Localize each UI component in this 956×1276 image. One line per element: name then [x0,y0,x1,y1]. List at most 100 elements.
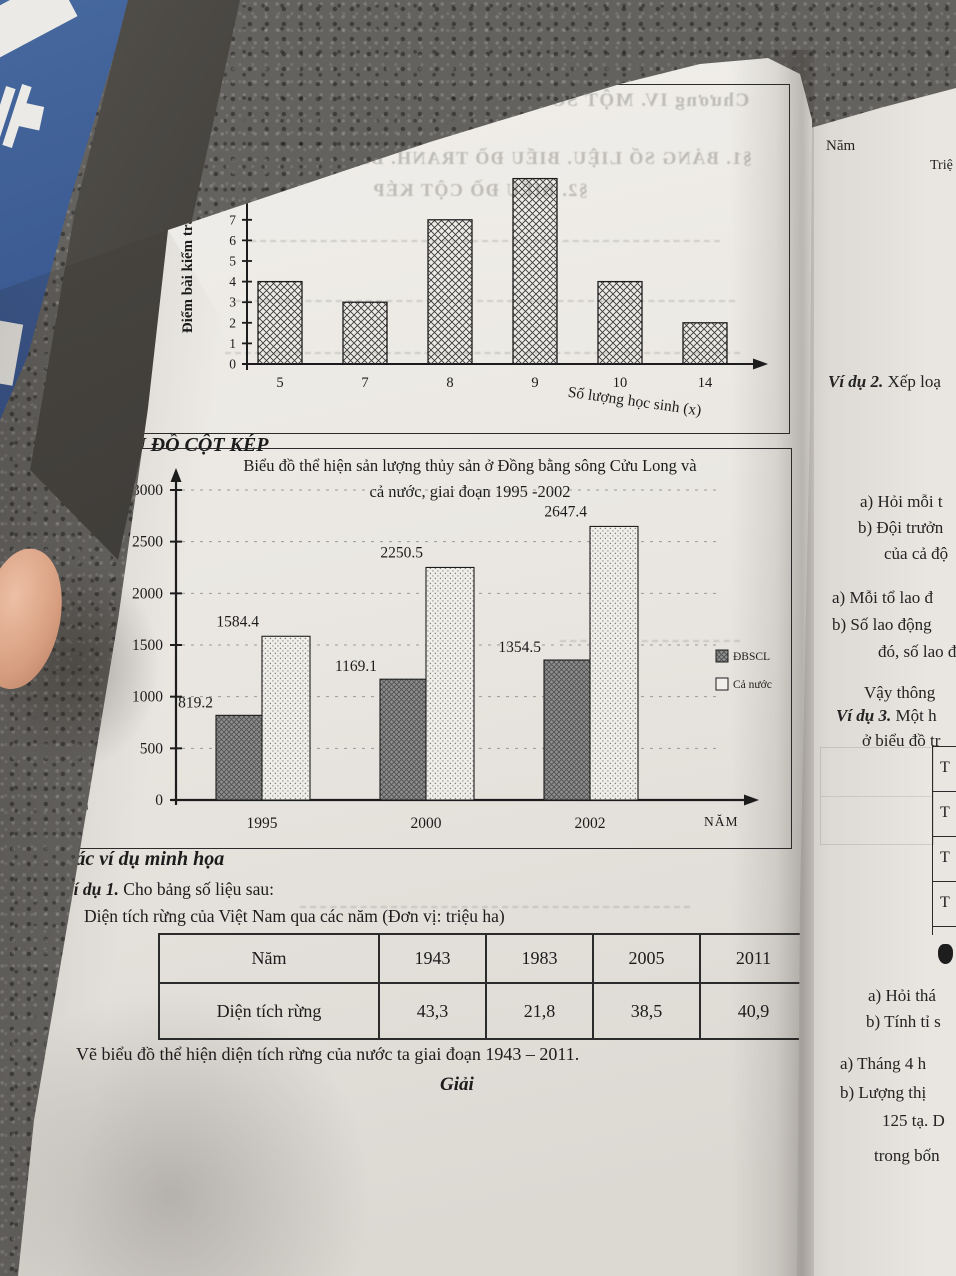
bar-canuoc [261,635,311,801]
example1-label: Ví dụ 1. [62,879,119,899]
ghost-line [560,640,740,642]
legend-swatch-dbscl [715,649,729,663]
chart-text: 3 [229,295,236,310]
chart-text: 2000 [411,815,442,832]
right-page-fragment: ở biểu đồ tr [862,731,941,750]
chart-text: Số lượng học sinh (x) [567,384,703,420]
right-page-fragment: b) Tính tỉ s [866,1012,941,1031]
bar [342,301,388,365]
chart-text: 2500 [132,534,163,551]
forest-area-table: Năm 1943 1983 2005 2011 Diện tích rừng 4… [158,933,808,1040]
chart-text: 10 [613,375,628,391]
header-cell: 1983 [485,933,594,984]
chart2-title-line2: cả nước, giai đoạn 1995 -2002 [369,482,571,501]
cover-design-stripe [0,0,78,59]
solution-label: Giải [440,1074,474,1095]
mini-table-row: T [933,747,956,792]
chart-text: 1169.1 [335,658,377,675]
exercise-text: Vẽ biểu đồ thể hiện diện tích rừng của n… [76,1044,580,1064]
chart1-title: Điểm kiểm tra Toán lớp 6B [341,88,539,107]
chart-text: 7 [361,375,368,391]
chart-text: ĐBSCL [733,651,770,663]
chart-text: 6 [229,233,236,248]
right-page-fragment: a) Hỏi thá [868,986,936,1005]
bar-dbscl [215,714,263,801]
chart-text: 819.2 [178,694,213,711]
right-page-fragment: Triệ [930,158,953,173]
chart-text: 8 [446,375,453,391]
value-cell: 21,8 [485,982,594,1040]
clipped-glyph [938,944,953,964]
ghost-line [250,240,720,242]
chart-text: 2002 [575,815,606,832]
bar [257,280,303,365]
value-cell: 40,9 [699,982,808,1040]
chart-text: 1584.4 [216,613,259,630]
y-axis-arrow [170,468,182,482]
bar-dbscl [379,678,427,801]
right-page-fragment: a) Mỗi tổ lao đ [832,588,934,607]
chart-text: 14 [698,375,713,391]
right-page-fragment: Ví dụ 3. Một h [836,706,937,725]
chart-text: 500 [140,740,164,757]
ghost-line [225,352,740,354]
chart-text: NĂM [704,814,739,829]
cover-design-wedge [0,320,24,386]
chart-text: 1995 [247,815,278,832]
value-cell: 43,3 [378,982,487,1040]
header-cell: 1943 [378,933,487,984]
y-axis-arrow [241,121,253,136]
bar [597,280,643,365]
chart-text: 2647.4 [544,503,587,520]
right-page-fragment: b) Lượng thị [840,1083,927,1102]
chart-text: 1000 [132,689,163,706]
chart-text: Cả nước [733,679,772,691]
chart-text: 10 [223,151,237,166]
bar [427,219,473,365]
chart-text: 2250.5 [380,544,423,561]
right-page-fragment: Vậy thông [864,683,936,702]
x-axis-arrow [753,358,768,370]
chart-text: 2000 [132,585,163,602]
chart-text: 5 [229,254,236,269]
right-page-fragment: trong bốn [874,1146,940,1165]
row-label-cell: Diện tích rừng [158,982,380,1040]
right-page-fragment: b) Đội trưởn [858,518,944,537]
chart-text: 0 [155,792,163,809]
example1-line: Ví dụ 1. Cho bảng số liệu sau: [62,879,274,900]
header-cell: Năm [158,933,380,984]
right-page-fragment: của cả độ [884,544,949,563]
chart-text: 2 [229,315,236,330]
chart2-title-line1: Biểu đồ thể hiện sản lượng thủy sản ở Đồ… [243,456,697,475]
bar [682,322,728,365]
chart-text: 9 [229,171,236,186]
right-page-fragment: b) Số lao động [832,615,932,634]
right-page-fragment: 125 tạ. D [882,1111,945,1130]
fisheries-grouped-bar-chart: 0 500 1000 1500 2000 2500 3000 819.2 1584.4 1995 1… [76,468,772,832]
examples-heading: Các ví dụ minh họa [62,848,225,870]
right-page-fragment: a) Tháng 4 h [840,1054,927,1073]
table-caption: Diện tích rừng của Việt Nam qua các năm … [84,906,505,926]
legend-swatch-canuoc [715,677,729,691]
chart-text: 1 [229,336,236,351]
chart-text: 9 [531,375,538,391]
example1-text: Cho bảng số liệu sau: [118,879,274,899]
right-page-fragment: đó, số lao đ [878,642,956,661]
chart-text: 0 [229,357,236,372]
chart-text: 5 [276,375,283,391]
mini-table-row: T [933,837,956,882]
right-page-fragment: Năm [826,138,856,154]
chart-text: 7 [229,212,236,227]
ghost-line [235,300,735,302]
chart-text: 1354.5 [498,639,541,656]
chart-text: 3000 [132,482,163,499]
bar-canuoc [425,566,475,801]
chart-text: Điểm bài kiểm tra (n) [180,195,196,333]
mini-table-row: T [933,792,956,837]
value-cell: 38,5 [592,982,701,1040]
right-page-fragment: a) Hỏi mỗi t [860,492,943,511]
header-cell: 2005 [592,933,701,984]
